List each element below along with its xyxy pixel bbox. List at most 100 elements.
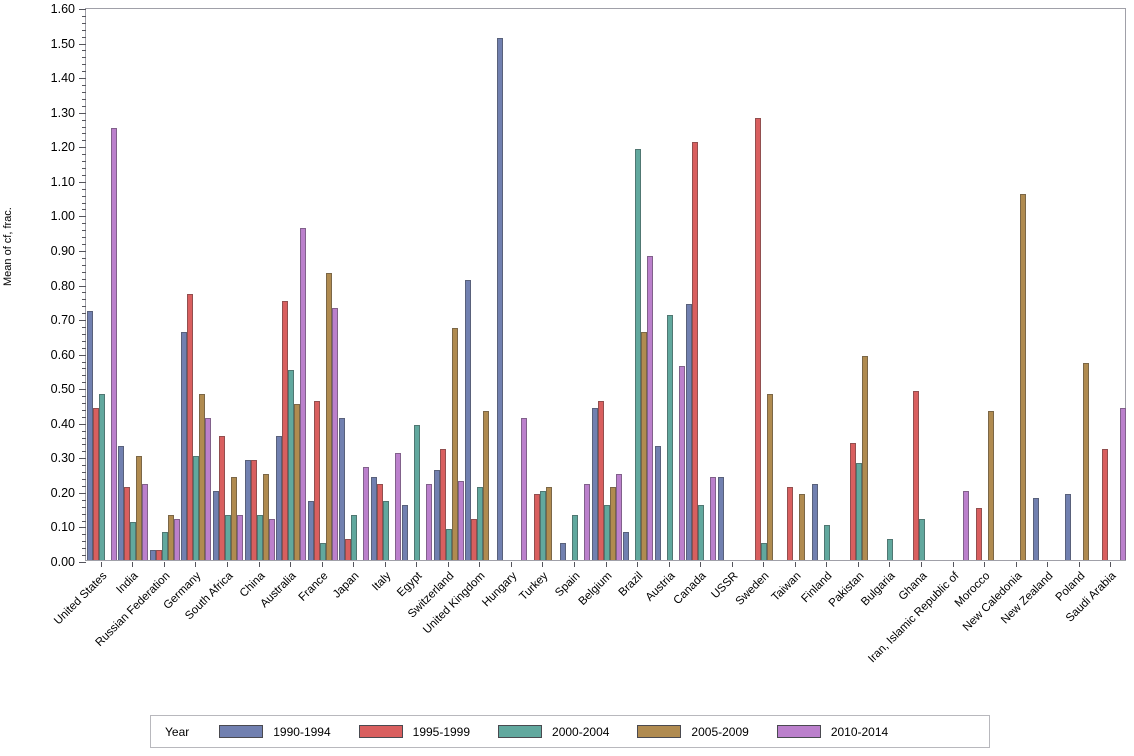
bar[interactable] bbox=[962, 490, 969, 560]
bar[interactable] bbox=[224, 515, 231, 560]
bar[interactable] bbox=[236, 515, 243, 560]
bar[interactable] bbox=[339, 418, 346, 560]
bar[interactable] bbox=[609, 487, 616, 560]
bar[interactable] bbox=[623, 532, 630, 560]
bar[interactable] bbox=[193, 456, 200, 560]
bar[interactable] bbox=[761, 542, 768, 560]
bar[interactable] bbox=[1120, 407, 1127, 560]
bar[interactable] bbox=[86, 311, 93, 560]
bar[interactable] bbox=[710, 477, 717, 560]
bar[interactable] bbox=[433, 470, 440, 560]
bar[interactable] bbox=[351, 515, 358, 560]
bar[interactable] bbox=[887, 539, 894, 560]
bar[interactable] bbox=[1082, 363, 1089, 560]
bar[interactable] bbox=[861, 356, 868, 560]
bar[interactable] bbox=[376, 483, 383, 560]
bar[interactable] bbox=[363, 466, 370, 560]
bar[interactable] bbox=[635, 148, 642, 560]
bar[interactable] bbox=[1064, 494, 1071, 560]
bar[interactable] bbox=[173, 518, 180, 560]
bar[interactable] bbox=[319, 542, 326, 560]
bar[interactable] bbox=[1102, 449, 1109, 560]
bar[interactable] bbox=[755, 117, 762, 560]
bar[interactable] bbox=[912, 390, 919, 560]
bar[interactable] bbox=[124, 487, 131, 560]
bar[interactable] bbox=[546, 487, 553, 560]
bar[interactable] bbox=[855, 463, 862, 560]
bar[interactable] bbox=[155, 549, 162, 560]
legend-item[interactable]: 2005-2009 bbox=[637, 725, 749, 739]
bar[interactable] bbox=[451, 328, 458, 560]
bar[interactable] bbox=[136, 456, 143, 560]
legend-item[interactable]: 1990-1994 bbox=[219, 725, 331, 739]
bar[interactable] bbox=[142, 483, 149, 560]
bar[interactable] bbox=[988, 411, 995, 560]
bar[interactable] bbox=[767, 394, 774, 560]
bar[interactable] bbox=[1033, 497, 1040, 560]
bar[interactable] bbox=[824, 525, 831, 560]
bar[interactable] bbox=[294, 404, 301, 560]
bar[interactable] bbox=[583, 483, 590, 560]
bar[interactable] bbox=[181, 331, 188, 560]
bar[interactable] bbox=[812, 483, 819, 560]
legend-item[interactable]: 2000-2004 bbox=[498, 725, 609, 739]
bar[interactable] bbox=[798, 494, 805, 560]
bar[interactable] bbox=[118, 445, 125, 560]
legend-item[interactable]: 1995-1999 bbox=[358, 725, 470, 739]
bar[interactable] bbox=[110, 127, 117, 560]
bar[interactable] bbox=[471, 518, 478, 560]
bar[interactable] bbox=[465, 280, 472, 560]
bar[interactable] bbox=[149, 549, 156, 560]
bar[interactable] bbox=[300, 228, 307, 560]
bar[interactable] bbox=[477, 487, 484, 560]
bar[interactable] bbox=[218, 435, 225, 560]
bar[interactable] bbox=[167, 515, 174, 560]
bar[interactable] bbox=[439, 449, 446, 560]
bar[interactable] bbox=[282, 300, 289, 560]
bar[interactable] bbox=[597, 401, 604, 560]
bar[interactable] bbox=[786, 487, 793, 560]
bar[interactable] bbox=[414, 425, 421, 560]
bar[interactable] bbox=[698, 504, 705, 560]
bar[interactable] bbox=[98, 394, 105, 560]
bar[interactable] bbox=[276, 435, 283, 560]
bar[interactable] bbox=[457, 480, 464, 560]
bar[interactable] bbox=[262, 473, 269, 560]
bar[interactable] bbox=[678, 366, 685, 560]
bar[interactable] bbox=[244, 459, 251, 560]
bar[interactable] bbox=[345, 539, 352, 560]
bar[interactable] bbox=[331, 307, 338, 560]
bar[interactable] bbox=[256, 515, 263, 560]
bar[interactable] bbox=[382, 501, 389, 560]
bar[interactable] bbox=[976, 508, 983, 560]
bar[interactable] bbox=[615, 473, 622, 560]
bar[interactable] bbox=[199, 394, 206, 560]
bar[interactable] bbox=[483, 411, 490, 560]
bar[interactable] bbox=[692, 141, 699, 560]
bar[interactable] bbox=[540, 490, 547, 560]
bar[interactable] bbox=[654, 445, 661, 560]
bar[interactable] bbox=[161, 532, 168, 560]
bar[interactable] bbox=[603, 504, 610, 560]
bar[interactable] bbox=[205, 418, 212, 560]
bar[interactable] bbox=[288, 369, 295, 560]
bar[interactable] bbox=[426, 483, 433, 560]
bar[interactable] bbox=[250, 459, 257, 560]
bar[interactable] bbox=[130, 521, 137, 560]
bar[interactable] bbox=[849, 442, 856, 560]
bar[interactable] bbox=[445, 528, 452, 560]
bar[interactable] bbox=[641, 331, 648, 560]
bar[interactable] bbox=[313, 401, 320, 560]
bar[interactable] bbox=[591, 407, 598, 560]
bar[interactable] bbox=[520, 418, 527, 560]
bar[interactable] bbox=[559, 542, 566, 560]
bar[interactable] bbox=[496, 38, 503, 560]
legend-item[interactable]: 2010-2014 bbox=[776, 725, 888, 739]
bar[interactable] bbox=[647, 255, 654, 560]
bar[interactable] bbox=[307, 501, 314, 560]
bar[interactable] bbox=[571, 515, 578, 560]
bar[interactable] bbox=[187, 293, 194, 560]
bar[interactable] bbox=[92, 407, 99, 560]
bar[interactable] bbox=[534, 494, 541, 560]
bar[interactable] bbox=[686, 304, 693, 560]
